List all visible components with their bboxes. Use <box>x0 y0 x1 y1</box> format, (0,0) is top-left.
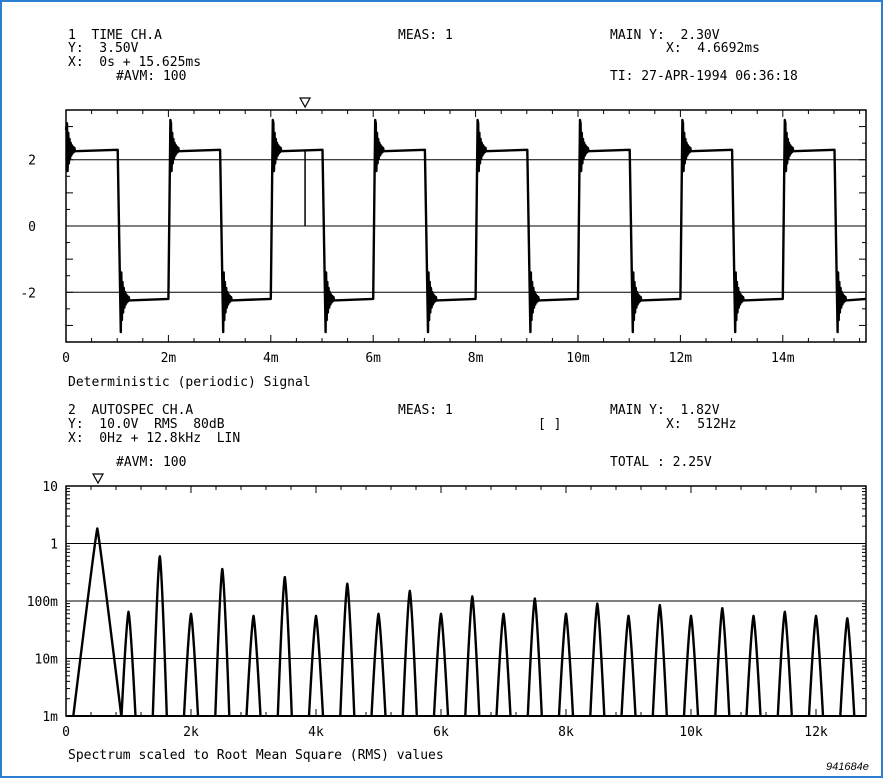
time-main-cursor-x: X: 4.6692ms <box>666 41 760 56</box>
time-trace-title: 1 TIME CH.A <box>68 28 162 43</box>
spectrum-plot: 0 2k 4k 6k 8k 10k 12k 10 1 100m 10m 1m <box>27 473 867 740</box>
spectrum-x-tick-label: 10k <box>679 725 703 740</box>
spectrum-harmonic-peak <box>214 567 231 717</box>
spectrum-x-tick-label: 8k <box>558 725 574 740</box>
spectrum-averages: #AVM: 100 <box>116 455 186 470</box>
spectrum-y-tick-label: 1m <box>42 710 58 725</box>
spectrum-harmonic-peak <box>339 582 356 717</box>
time-x-tick-label: 6m <box>365 351 381 366</box>
spectrum-harmonic-peak <box>620 614 637 717</box>
time-x-tick-label: 10m <box>566 351 590 366</box>
spectrum-harmonic-peak <box>72 527 123 717</box>
time-x-span: X: 0s + 15.625ms <box>68 55 201 70</box>
spectrum-harmonic-peak <box>370 612 387 717</box>
spectrum-harmonic-peak <box>464 595 481 717</box>
spectrum-main-cursor-y: MAIN Y: 1.82V <box>610 403 720 418</box>
spectrum-x-tick-label: 12k <box>804 725 828 740</box>
time-cursor-marker <box>299 97 312 109</box>
time-measure-count: MEAS: 1 <box>398 28 453 43</box>
time-x-tick-label: 2m <box>161 351 177 366</box>
spectrum-harmonic-peak <box>432 612 450 717</box>
spectrum-measure-count: MEAS: 1 <box>398 403 453 418</box>
spectrum-harmonic-peak <box>182 612 200 717</box>
spectrum-bracket-indicator: [ ] <box>538 417 561 432</box>
spectrum-x-axis-label: Spectrum scaled to Root Mean Square (RMS… <box>68 748 444 763</box>
spectrum-harmonic-peak <box>276 575 293 717</box>
time-x-tick-label: 12m <box>669 351 693 366</box>
spectrum-harmonic-peak <box>495 612 512 717</box>
spectrum-y-tick-label: 100m <box>27 595 58 610</box>
spectrum-x-tick-label: 6k <box>433 725 449 740</box>
time-main-cursor-y: MAIN Y: 2.30V <box>610 28 720 43</box>
spectrum-harmonic-peak <box>245 614 262 717</box>
spectrum-harmonic-peak <box>839 617 856 717</box>
spectrum-harmonic-peak <box>526 597 543 717</box>
spectrum-harmonic-peak <box>589 602 606 717</box>
spectrum-y-tick-label: 1 <box>50 538 58 553</box>
time-plot: 0 2m 4m 6m 8m 10m 12m 14m 2 0 -2 <box>20 97 867 366</box>
time-x-tick-label: 8m <box>468 351 484 366</box>
spectrum-harmonic-peak <box>307 614 325 717</box>
spectrum-harmonic-peak <box>745 614 762 717</box>
spectrum-harmonic-peak <box>682 614 700 717</box>
spectrum-x-tick-label: 2k <box>183 725 199 740</box>
spectrum-trace-title: 2 AUTOSPEC CH.A <box>68 403 193 418</box>
time-x-axis-label: Deterministic (periodic) Signal <box>68 375 311 390</box>
time-averages: #AVM: 100 <box>116 69 186 84</box>
time-y-scale: Y: 3.50V <box>68 41 139 56</box>
spectrum-y-tick-label: 10 <box>42 480 58 495</box>
spectrum-y-tick-label: 10m <box>35 653 59 668</box>
time-x-tick-label: 14m <box>771 351 795 366</box>
spectrum-panel-header: 2 AUTOSPEC CH.A Y: 10.0V RMS 80dB X: 0Hz… <box>68 403 736 470</box>
time-y-tick-label: -2 <box>20 286 36 301</box>
time-signal-trace <box>64 118 867 334</box>
spectrum-x-tick-label: 4k <box>308 725 324 740</box>
time-timestamp: TI: 27-APR-1994 06:36:18 <box>610 69 798 84</box>
spectrum-cursor-marker <box>91 473 105 485</box>
spectrum-harmonic-peak <box>714 607 731 717</box>
spectrum-harmonic-peak <box>651 603 668 717</box>
spectrum-harmonic-peak <box>120 610 137 717</box>
figure-id: 941684e <box>826 761 869 773</box>
spectrum-harmonic-peak <box>807 614 825 717</box>
spectrum-y-scale: Y: 10.0V RMS 80dB <box>68 417 225 432</box>
spectrum-main-cursor-x: X: 512Hz <box>666 417 736 432</box>
spectrum-x-span: X: 0Hz + 12.8kHz LIN <box>68 431 240 446</box>
spectrum-harmonic-peak <box>401 589 418 717</box>
time-x-tick-label: 4m <box>263 351 279 366</box>
spectrum-x-tick-label: 0 <box>62 725 70 740</box>
time-panel-header: 1 TIME CH.A Y: 3.50V X: 0s + 15.625ms #A… <box>68 28 798 84</box>
time-y-tick-label: 2 <box>28 154 36 169</box>
spectrum-total-rms: TOTAL : 2.25V <box>610 455 712 470</box>
time-x-tick-label: 0 <box>62 351 70 366</box>
time-y-tick-label: 0 <box>28 220 36 235</box>
spectrum-harmonic-peak <box>151 555 168 717</box>
spectrum-harmonic-peak <box>776 610 793 717</box>
spectrum-harmonic-peak <box>557 612 575 717</box>
